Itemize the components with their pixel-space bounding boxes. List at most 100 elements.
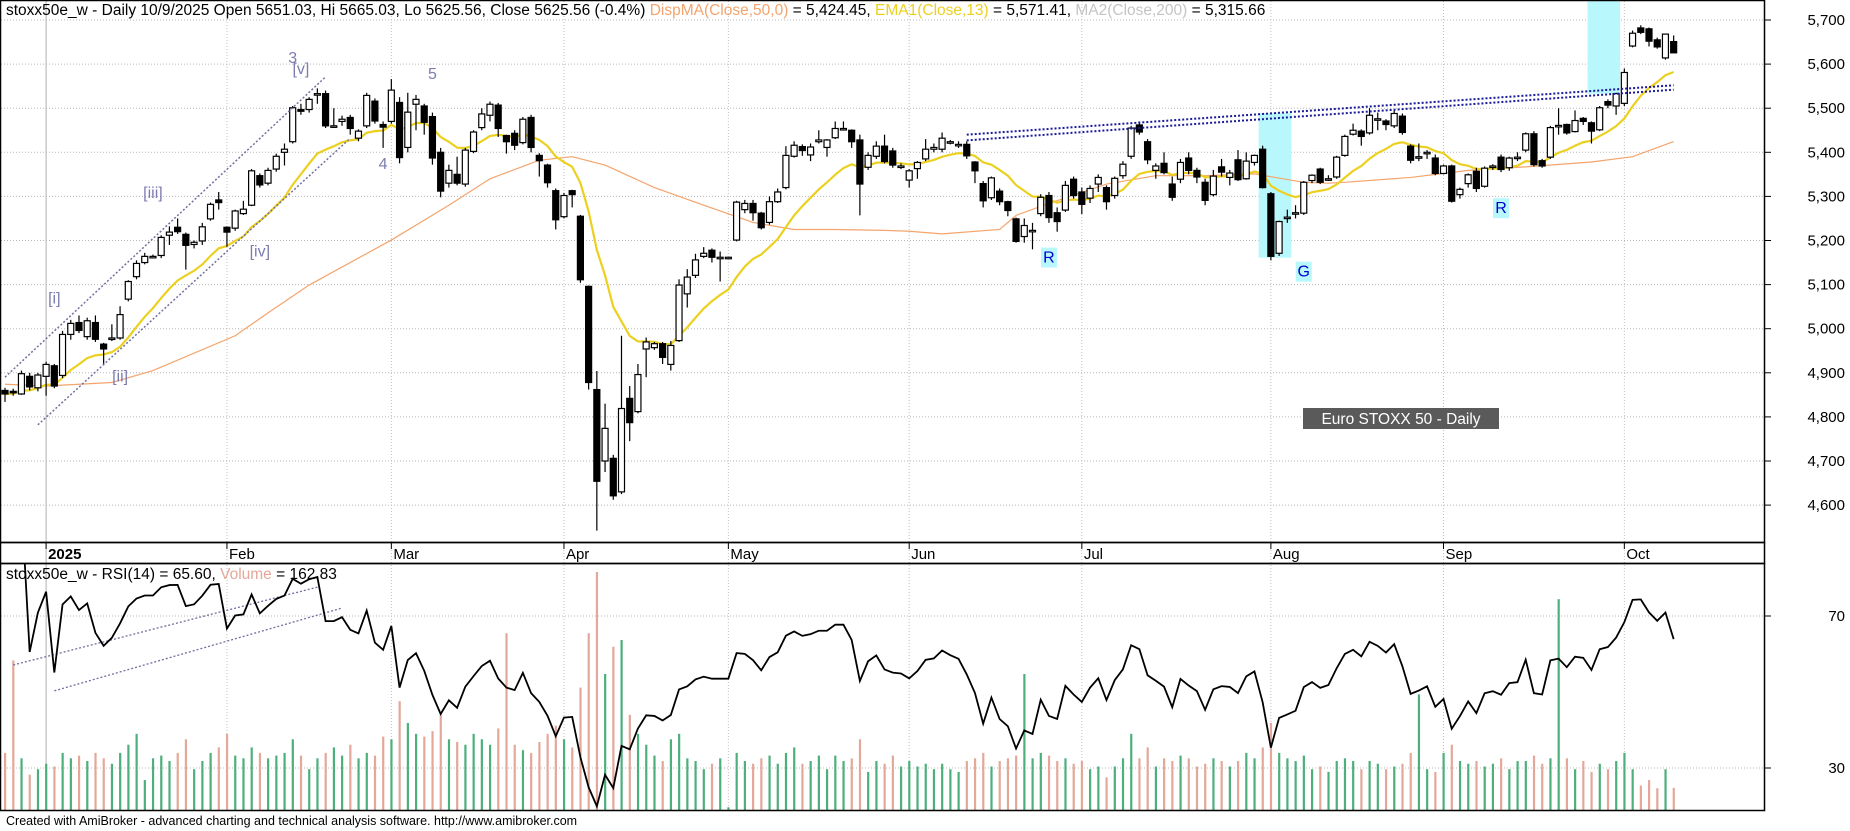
candle-body [839,127,848,131]
volume-bar [127,744,130,810]
candle-body [124,280,132,300]
candle-body [354,130,363,139]
volume-bar [1056,761,1059,810]
volume-bar [702,769,705,810]
volume-bar [28,774,31,810]
volume-bar [1064,758,1067,810]
candle [700,247,708,259]
volume-bar [1335,761,1338,810]
candle [371,98,379,124]
candle [116,306,124,340]
grid [1,1,1764,810]
candle [305,97,313,113]
candle-body [206,203,215,220]
candle [453,156,461,186]
candle-body [174,226,182,233]
candle-body [1028,229,1037,233]
candle [157,235,165,259]
candle-body [658,343,667,358]
volume-bar [1006,758,1010,810]
candle-body [1349,129,1357,135]
candle-body [576,215,585,281]
rsi-line-path [23,564,1675,809]
candle [1275,220,1283,256]
volume-bar [151,758,155,810]
candle [889,147,897,168]
candle [930,143,938,153]
volume-bar [1121,758,1125,810]
candle [420,103,428,135]
volume-bar [908,761,911,810]
candle-body [83,320,91,338]
volume-bar [686,758,689,810]
candle [1612,92,1620,115]
volume-bar [571,747,574,810]
volume-bar [1212,758,1215,810]
candle [174,218,182,234]
volume-bar [842,761,845,810]
volume-bar [1467,763,1470,810]
candle [1563,123,1571,135]
volume-value: = 162.83 [271,566,337,583]
volume-bar [1080,761,1084,810]
candle-body [1324,178,1333,181]
volume-bar [143,780,146,810]
dispma-value: = 5,424.45, [788,2,875,19]
candle [461,147,469,187]
candle-body [1554,124,1563,128]
volume-bar [653,755,656,810]
volume-bar [1565,758,1568,810]
indicator-lines [4,70,1675,396]
volume-bar [990,766,993,810]
candle-body [1513,156,1522,160]
candle-body [50,365,58,387]
candle-body [831,127,839,139]
price-tick-label: 5,700 [1807,12,1845,29]
volume-bar [1302,755,1305,810]
volume-bar [225,733,229,810]
candle [601,403,609,473]
volume-bar [924,763,927,810]
volume-bar [299,755,303,810]
volume-bar [160,755,163,810]
candle [256,173,264,188]
volume-bar [1450,744,1453,810]
price-panel-legend: stoxx50e_w - Daily 10/9/2025 Open 5651.0… [6,2,1265,20]
candle-body [272,155,280,170]
month-label: Apr [566,546,589,563]
wave-label: 3 [288,50,297,67]
candle-body [897,165,905,169]
volume-bar [1319,766,1322,810]
candle-body [1004,201,1012,212]
volume-bar [719,758,722,810]
month-label: 2025 [48,546,81,563]
volume-bar [258,752,262,810]
volume-bar [678,733,681,810]
volume-bar [1278,752,1281,810]
volume-bar [1458,761,1462,810]
candle-body [1234,159,1242,181]
candle-body [1111,177,1119,197]
candle-body [1275,220,1283,254]
candle [774,188,782,204]
candle-body [141,255,149,264]
candle [17,370,26,395]
candle-body [1316,168,1324,183]
volume-bar [423,736,426,810]
candle [823,139,831,157]
candle [987,176,996,200]
candle-body [1152,165,1160,171]
candle-body [880,145,889,163]
volume-bar [826,769,829,810]
candle [864,152,872,170]
candle-body [1365,114,1374,134]
volume-bar [324,752,327,810]
candle [1217,158,1226,177]
volume-bar [883,763,886,810]
panel-frames [0,0,1766,812]
candle-body [922,148,930,160]
volume-bar [1327,771,1330,810]
candle-body [1185,157,1193,171]
candle [486,101,494,122]
volume-bar [760,758,763,810]
